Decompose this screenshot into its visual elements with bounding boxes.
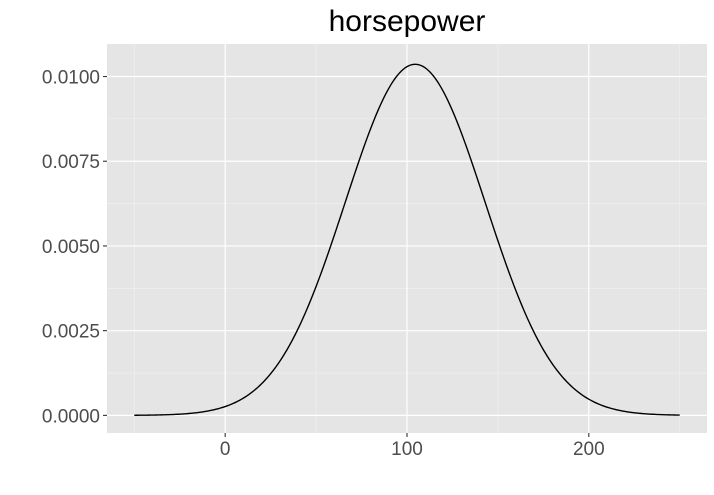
x-tick-label: 200	[573, 439, 605, 460]
y-tick-label: 0.0050	[42, 237, 100, 258]
chart-title: horsepower	[329, 5, 486, 38]
y-tick-label: 0.0025	[42, 322, 100, 343]
density-curve	[134, 63, 680, 416]
y-tick-label: 0.0075	[42, 152, 100, 173]
y-tick-label: 0.0100	[42, 68, 100, 89]
x-tick-label: 100	[391, 439, 423, 460]
y-axis: 0.0000 0.0025 0.0050 0.0075 0.0100	[42, 68, 107, 427]
major-gridlines	[107, 44, 707, 433]
y-tick-label: 0.0000	[42, 406, 100, 427]
x-tick-label: 0	[220, 439, 231, 460]
x-axis: 0 100 200	[220, 433, 605, 460]
